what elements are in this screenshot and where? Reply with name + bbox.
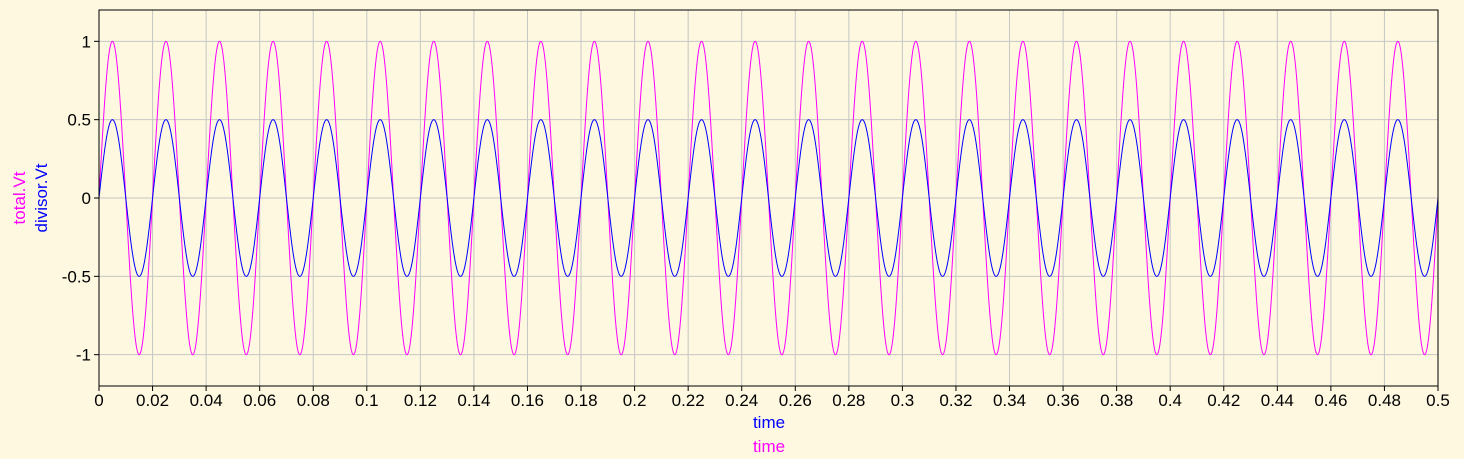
x-tick-label: 0.04 bbox=[190, 391, 223, 410]
series-layer bbox=[98, 40, 1439, 356]
x-tick-label: 0.1 bbox=[355, 391, 379, 410]
y-axis-ticks: 1 0.5 0 -0.5 -1 bbox=[62, 32, 99, 365]
x-tick-label: 0.08 bbox=[297, 391, 330, 410]
y-axis-label-total: total.Vt bbox=[10, 171, 29, 224]
x-axis-label-2: time bbox=[753, 437, 785, 456]
x-tick-label: 0.32 bbox=[939, 391, 972, 410]
x-tick-label: 0.42 bbox=[1207, 391, 1240, 410]
y-tick-label: 0 bbox=[82, 189, 91, 208]
x-tick-label: 0.2 bbox=[623, 391, 647, 410]
x-tick-label: 0.02 bbox=[136, 391, 169, 410]
x-axis-ticks: 0 0.02 0.04 0.06 0.08 0.1 0.12 0.14 0.16 0.18 0.2 0… bbox=[94, 386, 1450, 410]
y-axis-label-divisor: divisor.Vt bbox=[32, 163, 51, 232]
x-tick-label: 0.3 bbox=[891, 391, 915, 410]
x-tick-label: 0.48 bbox=[1368, 391, 1401, 410]
series-line-divisor-vt bbox=[98, 119, 1439, 277]
x-tick-label: 0.28 bbox=[832, 391, 865, 410]
x-tick-label: 0.14 bbox=[457, 391, 490, 410]
x-tick-label: 0.34 bbox=[993, 391, 1026, 410]
x-tick-label: 0.36 bbox=[1047, 391, 1080, 410]
y-tick-label: -0.5 bbox=[62, 267, 91, 286]
x-tick-label: 0.06 bbox=[243, 391, 276, 410]
y-tick-label: 0.5 bbox=[67, 111, 91, 130]
y-tick-label: 1 bbox=[82, 32, 91, 51]
x-tick-label: 0.4 bbox=[1158, 391, 1182, 410]
x-axis-label-1: time bbox=[753, 413, 785, 432]
x-tick-label: 0.22 bbox=[672, 391, 705, 410]
x-tick-label: 0.44 bbox=[1261, 391, 1294, 410]
x-tick-label: 0.38 bbox=[1100, 391, 1133, 410]
x-tick-label: 0.12 bbox=[404, 391, 437, 410]
x-tick-label: 0.26 bbox=[779, 391, 812, 410]
x-tick-label: 0 bbox=[94, 391, 103, 410]
x-tick-label: 0.18 bbox=[564, 391, 597, 410]
y-tick-label: -1 bbox=[76, 346, 91, 365]
x-tick-label: 0.46 bbox=[1314, 391, 1347, 410]
x-tick-label: 0.24 bbox=[725, 391, 758, 410]
x-tick-label: 0.16 bbox=[511, 391, 544, 410]
x-tick-label: 0.5 bbox=[1426, 391, 1450, 410]
